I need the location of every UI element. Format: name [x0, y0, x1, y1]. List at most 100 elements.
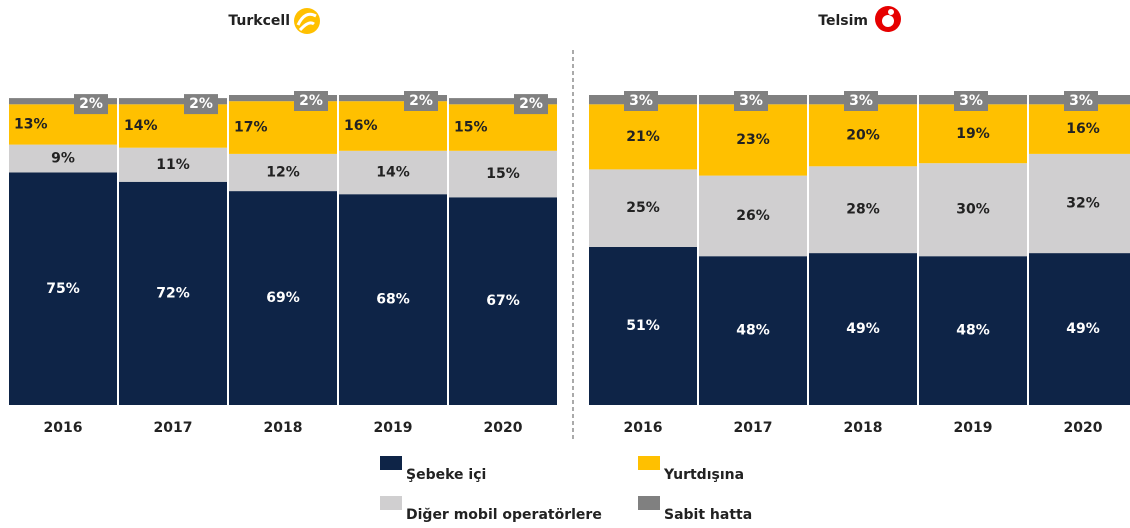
value-label: 68%	[376, 292, 410, 308]
bar-segment	[809, 253, 917, 405]
value-label: 2%	[189, 96, 213, 112]
value-label: 28%	[846, 202, 880, 218]
label-box	[734, 91, 768, 111]
bar-segment	[119, 147, 227, 182]
value-label: 26%	[736, 208, 770, 224]
bar-segment	[699, 256, 807, 405]
value-label: 3%	[959, 93, 983, 109]
value-label: 17%	[234, 120, 268, 136]
bar-segment	[229, 95, 337, 102]
label-box	[844, 91, 878, 111]
bar-segment	[449, 197, 557, 405]
bar-segment	[919, 256, 1027, 405]
bar-segment	[589, 169, 697, 247]
value-label: 51%	[626, 318, 660, 334]
turkcell-logo	[294, 8, 320, 34]
value-label: 25%	[626, 200, 660, 216]
bar-segment	[229, 153, 337, 192]
legend-label: Sabit hatta	[664, 507, 752, 523]
x-tick-label: 2017	[734, 420, 773, 436]
bar-segment	[339, 194, 447, 405]
value-label: 9%	[51, 151, 75, 167]
value-label: 67%	[486, 293, 520, 309]
bar-segment	[9, 98, 117, 105]
value-label: 13%	[14, 116, 48, 132]
telsim-logo	[875, 6, 901, 32]
value-label: 3%	[849, 93, 873, 109]
bar-segment	[919, 163, 1027, 257]
value-label: 3%	[1069, 93, 1093, 109]
label-box	[1064, 91, 1098, 111]
x-tick-label: 2019	[954, 420, 993, 436]
legend-label: Diğer mobil operatörlere	[406, 507, 602, 523]
value-label: 2%	[299, 93, 323, 109]
value-label: 14%	[376, 165, 410, 181]
legend-swatch	[638, 496, 660, 510]
value-label: 2%	[79, 96, 103, 112]
bar-segment	[809, 104, 917, 167]
bar-segment	[339, 150, 447, 195]
legend-label: Şebeke içi	[406, 467, 486, 483]
legend-swatch	[380, 456, 402, 470]
label-box	[624, 91, 658, 111]
x-tick-label: 2018	[844, 420, 883, 436]
x-tick-label: 2019	[374, 420, 413, 436]
legend-label: Yurtdışına	[663, 467, 744, 483]
value-label: 3%	[739, 93, 763, 109]
value-label: 48%	[956, 323, 990, 339]
value-label: 14%	[124, 118, 158, 134]
legend-swatch	[638, 456, 660, 470]
x-tick-label: 2017	[154, 420, 193, 436]
bar-segment	[1029, 104, 1130, 154]
x-tick-label: 2016	[624, 420, 663, 436]
value-label: 2%	[409, 93, 433, 109]
label-box	[954, 91, 988, 111]
legend-swatch	[380, 496, 402, 510]
x-tick-label: 2016	[44, 420, 83, 436]
value-label: 11%	[156, 157, 190, 173]
value-label: 30%	[956, 202, 990, 218]
value-label: 20%	[846, 127, 880, 143]
bar-segment	[589, 246, 697, 405]
bar-segment	[1029, 253, 1130, 405]
value-label: 3%	[629, 93, 653, 109]
bar-segment	[449, 98, 557, 105]
value-label: 15%	[454, 120, 488, 136]
label-box	[514, 94, 548, 115]
label-box	[404, 91, 438, 111]
bar-segment	[809, 166, 917, 254]
chart-title: Telsim	[818, 13, 868, 29]
chart-title: Turkcell	[228, 13, 290, 29]
bar-segment	[119, 181, 227, 405]
value-label: 32%	[1066, 196, 1100, 212]
x-tick-label: 2018	[264, 420, 303, 436]
value-label: 2%	[519, 96, 543, 112]
bar-segment	[229, 191, 337, 405]
bar-segment	[919, 104, 1027, 164]
bar-segment	[119, 98, 227, 105]
value-label: 49%	[846, 321, 880, 337]
value-label: 16%	[1066, 121, 1100, 137]
x-tick-label: 2020	[484, 420, 523, 436]
value-label: 21%	[626, 129, 660, 145]
bar-segment	[589, 104, 697, 170]
bar-segment	[699, 175, 807, 257]
bar-segment	[9, 172, 117, 405]
value-label: 69%	[266, 290, 300, 306]
value-label: 15%	[486, 166, 520, 182]
value-label: 75%	[46, 281, 80, 297]
value-label: 19%	[956, 126, 990, 142]
value-label: 48%	[736, 323, 770, 339]
bar-segment	[449, 150, 557, 198]
bar-segment	[699, 104, 807, 176]
bar-segment	[1029, 153, 1130, 254]
label-box	[74, 94, 108, 115]
value-label: 72%	[156, 285, 190, 301]
label-box	[294, 91, 328, 111]
value-label: 49%	[1066, 321, 1100, 337]
x-tick-label: 2020	[1064, 420, 1103, 436]
label-box	[184, 94, 218, 115]
value-label: 12%	[266, 165, 300, 181]
bar-segment	[339, 95, 447, 102]
